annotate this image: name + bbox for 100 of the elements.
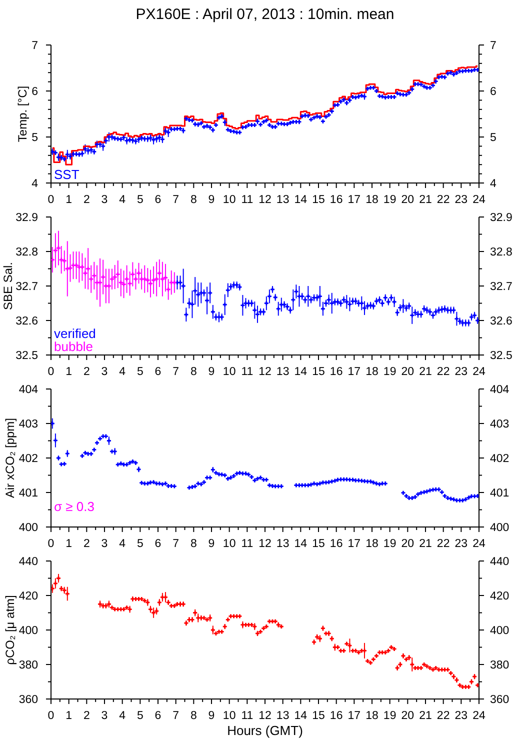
x-tick-label: 10 xyxy=(222,366,236,378)
y2-tick-label: 6 xyxy=(490,86,496,98)
x-tick-label: 15 xyxy=(312,366,325,378)
x-tick-label: 2 xyxy=(83,194,90,206)
y-tick-label: 404 xyxy=(18,384,39,396)
x-tick-label: 6 xyxy=(154,710,162,722)
y-tick-label: 4 xyxy=(32,178,39,190)
x-tick-label: 18 xyxy=(366,710,378,722)
x-tick-label: 13 xyxy=(276,194,290,206)
x-tick-label: 2 xyxy=(83,538,90,550)
annotation: σ ≥ 0.3 xyxy=(54,499,94,514)
x-tick-label: 21 xyxy=(419,366,432,378)
x-tick-label: 2 xyxy=(83,710,90,722)
x-tick-label: 4 xyxy=(119,710,126,722)
y2-tick-label: 360 xyxy=(490,694,510,706)
y2-tick-label: 401 xyxy=(490,488,510,500)
x-tick-label: 16 xyxy=(330,538,343,550)
x-tick-label: 19 xyxy=(383,710,396,722)
y2-tick-label: 32.8 xyxy=(490,246,512,259)
x-tick-label: 1 xyxy=(66,538,72,550)
x-tick-label: 22 xyxy=(436,194,450,206)
x-tick-label: 8 xyxy=(190,538,197,550)
x-tick-label: 7 xyxy=(172,366,180,378)
x-tick-label: 15 xyxy=(312,538,325,550)
y-tick-label: 32.8 xyxy=(16,246,38,259)
x-tick-label: 17 xyxy=(348,538,361,550)
x-tick-label: 3 xyxy=(101,538,108,550)
y-tick-label: 6 xyxy=(32,86,38,98)
y2-tick-label: 402 xyxy=(490,453,510,466)
x-tick-label: 9 xyxy=(208,366,215,378)
y-axis-title: SBE Sal. xyxy=(1,262,15,310)
x-tick-label: 3 xyxy=(101,194,108,206)
y-tick-label: 401 xyxy=(18,488,38,500)
x-tick-label: 24 xyxy=(472,194,486,206)
x-tick-label: 11 xyxy=(241,366,254,378)
y-tick-label: 420 xyxy=(18,590,38,603)
y2-tick-label: 440 xyxy=(490,556,510,568)
x-tick-label: 24 xyxy=(472,710,486,722)
x-tick-label: 0 xyxy=(48,710,54,722)
x-tick-label: 21 xyxy=(419,710,432,722)
x-tick-label: 21 xyxy=(419,194,432,206)
x-tick-label: 16 xyxy=(330,194,343,206)
x-axis-title: Hours (GMT) xyxy=(227,723,303,738)
y2-tick-label: 404 xyxy=(490,384,510,396)
x-tick-label: 12 xyxy=(258,366,272,378)
x-tick-label: 12 xyxy=(258,710,272,722)
x-tick-label: 10 xyxy=(222,538,236,550)
x-tick-label: 16 xyxy=(330,366,343,378)
y2-tick-label: 32.6 xyxy=(490,316,512,328)
x-tick-label: 11 xyxy=(241,194,254,206)
x-tick-label: 23 xyxy=(454,538,468,550)
x-tick-label: 24 xyxy=(472,538,486,550)
x-tick-label: 20 xyxy=(401,538,414,550)
x-tick-label: 8 xyxy=(190,194,197,206)
x-tick-label: 8 xyxy=(190,366,197,378)
y-tick-label: 440 xyxy=(18,556,38,568)
x-tick-label: 11 xyxy=(241,538,254,550)
x-tick-label: 17 xyxy=(348,194,361,206)
x-tick-label: 6 xyxy=(154,194,162,206)
y2-tick-label: 380 xyxy=(490,660,510,672)
x-tick-label: 18 xyxy=(366,538,378,550)
x-tick-label: 7 xyxy=(172,710,180,722)
x-tick-label: 1 xyxy=(66,366,72,378)
y-tick-label: 380 xyxy=(18,660,38,672)
x-tick-label: 12 xyxy=(258,538,272,550)
chart-title: PX160E : April 07, 2013 : 10min. mean xyxy=(136,6,394,23)
text: bubble xyxy=(54,339,94,354)
y2-tick-label: 32.5 xyxy=(490,350,512,362)
x-tick-label: 8 xyxy=(190,710,197,722)
y2-tick-label: 403 xyxy=(490,418,510,431)
x-tick-label: 12 xyxy=(258,194,272,206)
x-tick-label: 10 xyxy=(222,710,236,722)
x-tick-label: 23 xyxy=(454,194,468,206)
x-tick-label: 13 xyxy=(276,538,290,550)
y-tick-label: 5 xyxy=(32,132,38,144)
y2-tick-label: 7 xyxy=(490,40,496,52)
x-tick-label: 13 xyxy=(276,710,290,722)
x-tick-label: 18 xyxy=(366,366,378,378)
y2-tick-label: 5 xyxy=(490,132,496,144)
x-tick-label: 17 xyxy=(348,710,361,722)
x-tick-label: 18 xyxy=(366,194,378,206)
x-tick-label: 14 xyxy=(294,194,308,206)
y-tick-label: 32.6 xyxy=(16,316,38,328)
y-tick-label: 400 xyxy=(18,522,38,534)
x-tick-label: 14 xyxy=(294,538,308,550)
x-tick-label: 17 xyxy=(348,366,361,378)
x-tick-label: 19 xyxy=(383,366,396,378)
x-tick-label: 3 xyxy=(101,710,108,722)
x-tick-label: 20 xyxy=(401,366,414,378)
x-tick-label: 5 xyxy=(136,538,144,550)
y-tick-label: 32.9 xyxy=(16,212,38,224)
y2-tick-label: 400 xyxy=(490,625,510,638)
y2-tick-label: 4 xyxy=(490,178,497,190)
x-tick-label: 23 xyxy=(454,710,468,722)
x-tick-label: 14 xyxy=(294,366,308,378)
x-tick-label: 22 xyxy=(436,366,450,378)
x-tick-label: 9 xyxy=(208,194,215,206)
y-tick-label: 402 xyxy=(18,453,38,466)
y2-tick-label: 32.7 xyxy=(490,281,512,294)
x-tick-label: 19 xyxy=(383,538,396,550)
